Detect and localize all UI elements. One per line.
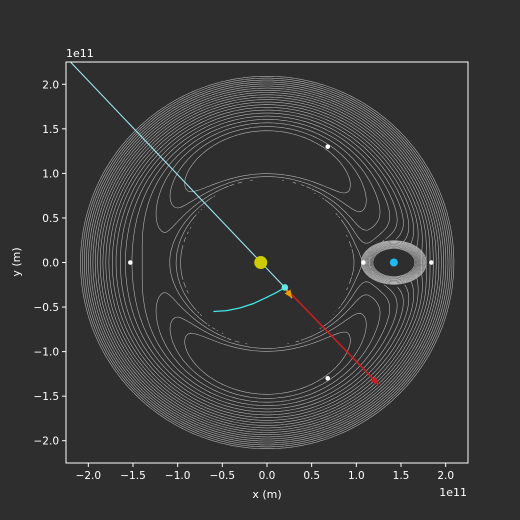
contour-line	[105, 99, 427, 426]
y-tick-label: 0.0	[42, 258, 59, 270]
contour-line	[141, 119, 390, 406]
contour-line-secondary	[364, 242, 424, 283]
contour-line	[112, 104, 419, 421]
contour-line-secondary	[365, 243, 422, 282]
acceleration-arrow	[284, 286, 380, 386]
contour-line	[82, 77, 453, 448]
contour-line	[90, 85, 444, 440]
contour-line	[99, 94, 434, 431]
contour-lines	[80, 76, 455, 449]
contour-line-secondary	[361, 240, 427, 285]
trajectory-trail	[213, 286, 286, 313]
primary-body	[254, 256, 268, 269]
y-tick-label: −0.5	[34, 302, 60, 314]
x-axis-ticks: −2.0 −1.5 −1.0 −0.5 0.0 0.5 1.0 1.5 2.0	[76, 463, 454, 482]
contour-line	[115, 107, 414, 418]
contour-line-secondary	[367, 244, 421, 281]
contour-line-secondary	[363, 241, 425, 284]
y-offset-label: 1e11	[66, 47, 94, 60]
contour-line	[184, 130, 351, 395]
contour-line-secondary	[370, 246, 418, 279]
velocity-arrow-head	[284, 289, 293, 299]
chart-marks	[70, 62, 434, 386]
contour-line	[131, 115, 398, 410]
contour-line	[88, 83, 447, 442]
direction-line	[70, 62, 286, 288]
x-axis-label: x (m)	[252, 488, 281, 501]
contour-line	[125, 112, 404, 413]
acceleration-arrow-head	[370, 376, 379, 385]
x-tick-label: 1.0	[348, 470, 365, 482]
contour-line	[97, 92, 437, 433]
contour-line-secondary	[368, 245, 420, 280]
contour-line	[84, 79, 451, 446]
lagrange-point	[325, 144, 331, 149]
lagrange-point	[361, 260, 366, 265]
x-tick-label: −0.5	[210, 470, 236, 482]
contour-line-secondary	[371, 247, 417, 278]
contour-line-secondary	[372, 248, 416, 277]
contour-line	[102, 96, 431, 429]
contour-line	[92, 87, 442, 438]
contour-line	[169, 126, 367, 399]
contour-line	[94, 90, 440, 435]
y-tick-label: −2.0	[34, 436, 60, 448]
contour-line	[155, 122, 381, 403]
y-tick-label: 1.0	[42, 168, 59, 180]
contour-line-secondary	[364, 243, 423, 282]
contour-line	[86, 81, 449, 444]
contour-line	[120, 109, 410, 416]
contour-line-secondary	[361, 240, 426, 285]
contour-line-secondary	[366, 244, 422, 281]
x-tick-label: −2.0	[76, 470, 102, 482]
x-tick-label: 0.5	[303, 470, 320, 482]
contour-line-secondary	[362, 241, 426, 284]
y-tick-label: 0.5	[42, 213, 59, 225]
x-tick-label: 1.5	[393, 470, 410, 482]
y-tick-label: 2.0	[42, 79, 59, 91]
y-tick-label: −1.0	[34, 347, 60, 359]
contour-line	[108, 101, 423, 424]
contour-line-secondary	[369, 246, 419, 279]
x-offset-label: 1e11	[439, 486, 467, 499]
y-axis-ticks: −2.0 −1.5 −1.0 −0.5 0.0 0.5 1.0 1.5 2.0	[34, 79, 66, 448]
x-tick-label: 2.0	[437, 470, 454, 482]
x-tick-label: 0.0	[259, 470, 276, 482]
x-tick-label: −1.0	[165, 470, 191, 482]
secondary-body	[389, 258, 398, 267]
lagrange-point	[429, 260, 434, 265]
y-tick-label: −1.5	[34, 391, 60, 403]
y-tick-label: 1.5	[42, 124, 59, 136]
contour-line	[80, 76, 455, 449]
plot-area	[70, 62, 455, 449]
lagrange-point	[128, 260, 133, 265]
spacecraft-marker	[281, 284, 289, 291]
lagrange-point	[325, 376, 331, 381]
x-tick-label: −1.5	[120, 470, 146, 482]
y-axis-label: y (m)	[10, 247, 23, 276]
